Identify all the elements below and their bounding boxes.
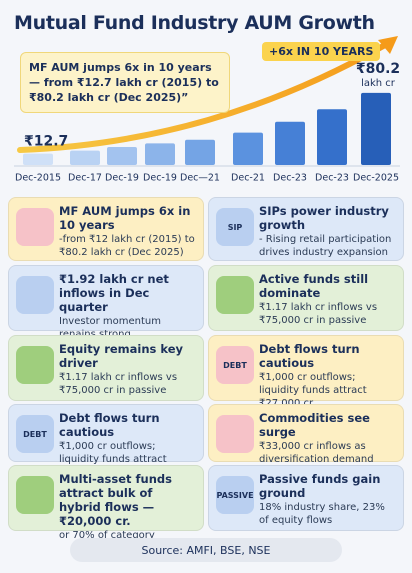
title: Mutual Fund Industry AUM Growth <box>14 12 375 34</box>
icon: DEBT <box>16 415 54 453</box>
card-headline: Debt flows turn cautious <box>59 411 160 439</box>
card-body: Investor momentum renains strong <box>59 316 161 340</box>
card-body: or 70% of category <box>59 530 155 541</box>
annotation: +6x IN 10 YEARS <box>262 42 381 61</box>
x-tick-label: Dec-2015 <box>15 173 61 184</box>
icon <box>16 346 54 384</box>
card-body: ₹1.17 lakh cr inflows vs ₹75,000 cr in p… <box>59 372 178 396</box>
card: DEBT Debt flows turn cautious ₹1,000 cr ou… <box>8 404 204 478</box>
growth-arrow <box>17 42 388 153</box>
bar <box>145 143 175 165</box>
card-body: - Rising retail participation drives ind… <box>259 234 392 258</box>
callout: MF AUM jumps 6x in 10 years — from ₹12.7… <box>20 52 230 113</box>
source: Source: AMFI, BSE, NSE <box>70 538 342 562</box>
bar <box>275 121 305 165</box>
icon: SIP <box>216 208 254 246</box>
icon <box>16 208 54 246</box>
card: SIP SIPs power industry growth - Rising re… <box>208 197 404 261</box>
bar <box>361 92 391 165</box>
card: ₹1.92 lakh cr net inflows in Dec quarter… <box>8 265 204 340</box>
x-tick-label: Dec-17 <box>68 173 102 184</box>
bar <box>233 132 263 165</box>
card: Active funds still dominate ₹1.17 lakh cr… <box>208 265 404 331</box>
card: Equity remains key driver ₹1.17 lakh cr i… <box>8 335 204 401</box>
card-headline: Active funds still dominate <box>259 272 369 300</box>
icon <box>216 276 254 314</box>
card-headline: ₹1.92 lakh cr net inflows in Dec quarter <box>59 272 169 314</box>
x-tick-label: Dec-19 <box>105 173 139 184</box>
arrow-head <box>378 36 398 54</box>
card-body: ₹33,000 cr inflows as diversification de… <box>259 441 374 465</box>
card: Multi-asset funds attract bulk of hybrid… <box>8 465 204 541</box>
x-tick-label: Dec-2025 <box>353 173 399 184</box>
unit-label: lakh cr <box>361 78 396 89</box>
x-tick-label: Dec-23 <box>315 173 349 184</box>
card-headline: MF AUM jumps 6x in 10 years <box>59 204 191 232</box>
card-headline: Passive funds gain ground <box>259 472 381 500</box>
card-headline: Equity remains key driver <box>59 342 184 370</box>
card-body: -from ₹12 lakh cr (2015) to ₹80.2 lakh c… <box>59 234 195 258</box>
bar <box>317 109 347 165</box>
card-headline: SIPs power industry growth <box>259 204 389 232</box>
icon: DEBT <box>216 346 254 384</box>
bar <box>70 150 100 165</box>
icon <box>16 276 54 314</box>
icon: PASSIVE <box>216 476 254 514</box>
card: Commodities see surge ₹33,000 cr inflows … <box>208 404 404 465</box>
card: MF AUM jumps 6x in 10 years -from ₹12 lak… <box>8 197 204 261</box>
icon <box>16 476 54 514</box>
x-tick-label: Dec—21 <box>180 173 220 184</box>
icon <box>216 415 254 453</box>
card-headline: Debt flows turn cautious <box>259 342 360 370</box>
card-headline: Multi-asset funds attract bulk of hybrid… <box>59 472 172 528</box>
bar <box>185 139 215 165</box>
value-label: ₹80.2 <box>356 61 400 77</box>
card-headline: Commodities see surge <box>259 411 370 439</box>
card-body: ₹1,000 cr outflows; liquidity funds attr… <box>259 372 367 409</box>
bar <box>23 153 53 165</box>
x-tick-label: Dec-23 <box>273 173 307 184</box>
x-tick-label: Dec-21 <box>231 173 265 184</box>
bar <box>107 147 137 165</box>
x-tick-label: Dec-19 <box>143 173 177 184</box>
card: DEBT Debt flows turn cautious ₹1,000 cr ou… <box>208 335 404 409</box>
card-body: ₹1.17 lakh cr inflows vs ₹75,000 cr in p… <box>259 302 378 326</box>
card-body: 18% industry share, 23% of equity flows <box>259 502 385 526</box>
card: PASSIVE Passive funds gain ground 18% indu… <box>208 465 404 531</box>
value-label: ₹12.7 <box>24 134 68 150</box>
